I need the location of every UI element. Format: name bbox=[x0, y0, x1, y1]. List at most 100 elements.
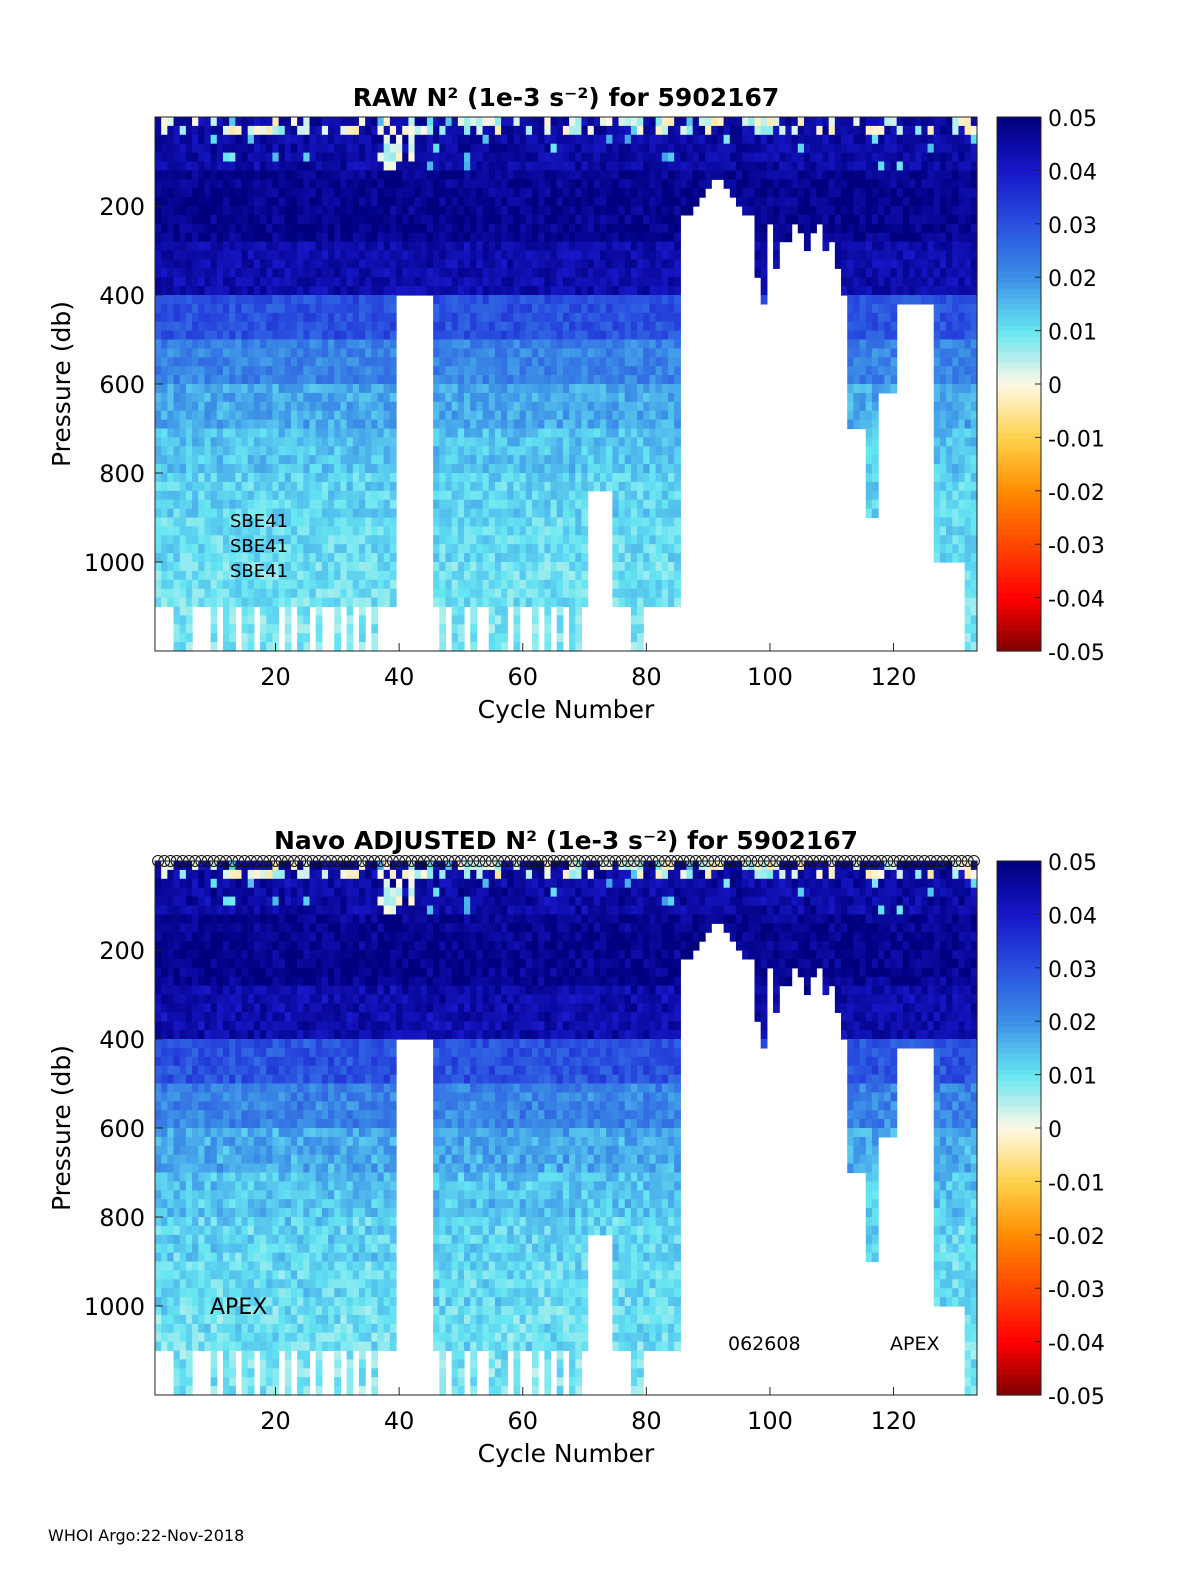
heatmap-cell bbox=[346, 490, 354, 501]
heatmap-cell bbox=[544, 410, 552, 421]
heatmap-cell bbox=[309, 188, 317, 198]
heatmap-cell bbox=[192, 437, 199, 447]
heatmap-cell bbox=[544, 206, 552, 216]
heatmap-cell bbox=[476, 232, 484, 243]
heatmap-cell bbox=[284, 446, 292, 456]
heatmap-cell bbox=[538, 277, 545, 287]
heatmap-cell bbox=[643, 464, 651, 474]
heatmap-cell bbox=[513, 624, 521, 634]
heatmap-cell bbox=[556, 206, 564, 216]
heatmap-cell bbox=[562, 214, 570, 225]
heatmap-cell bbox=[346, 152, 354, 163]
heatmap-cell bbox=[260, 188, 267, 198]
heatmap-cell bbox=[278, 286, 286, 296]
heatmap-cell bbox=[643, 419, 651, 430]
heatmap-cell bbox=[321, 392, 329, 403]
heatmap-cell bbox=[544, 481, 552, 492]
heatmap-cell bbox=[661, 197, 669, 207]
heatmap-cell bbox=[680, 188, 688, 198]
heatmap-cell bbox=[297, 517, 304, 527]
heatmap-cell bbox=[173, 277, 181, 287]
heatmap-cell bbox=[519, 250, 527, 260]
heatmap-cell bbox=[222, 206, 230, 216]
heatmap-cell bbox=[655, 170, 663, 180]
heatmap-cell bbox=[216, 179, 224, 189]
heatmap-cell bbox=[482, 134, 490, 145]
heatmap-cell bbox=[532, 286, 539, 296]
heatmap-cell bbox=[179, 642, 187, 652]
heatmap-cell bbox=[235, 232, 243, 243]
heatmap-cell bbox=[661, 588, 669, 599]
heatmap-cell bbox=[544, 446, 552, 456]
heatmap-cell bbox=[297, 286, 304, 296]
heatmap-cell bbox=[210, 339, 218, 349]
heatmap-cell bbox=[328, 410, 335, 421]
heatmap-cell bbox=[222, 366, 230, 376]
heatmap-cell bbox=[253, 214, 261, 225]
heatmap-cell bbox=[451, 633, 459, 643]
heatmap-cell bbox=[315, 330, 323, 341]
heatmap-cell bbox=[661, 473, 669, 483]
heatmap-cell bbox=[303, 197, 311, 207]
heatmap-cell bbox=[581, 143, 589, 154]
heatmap-cell bbox=[513, 330, 521, 341]
heatmap-cell bbox=[328, 535, 335, 545]
heatmap-cell bbox=[618, 481, 626, 492]
heatmap-cell bbox=[229, 312, 236, 323]
heatmap-cell bbox=[760, 241, 768, 252]
heatmap-cell bbox=[272, 588, 280, 599]
heatmap-cell bbox=[284, 570, 292, 581]
heatmap-cell bbox=[303, 481, 311, 492]
heatmap-cell bbox=[705, 143, 712, 154]
heatmap-cell bbox=[593, 330, 601, 341]
heatmap-cell bbox=[358, 437, 366, 447]
heatmap-cell bbox=[556, 597, 564, 608]
heatmap-cell bbox=[575, 597, 583, 608]
heatmap-cell bbox=[655, 446, 663, 456]
heatmap-cell bbox=[340, 117, 348, 127]
heatmap-cell bbox=[253, 286, 261, 296]
heatmap-cell bbox=[433, 206, 440, 216]
heatmap-cell bbox=[266, 321, 274, 332]
heatmap-cell bbox=[834, 143, 842, 154]
heatmap-cell bbox=[544, 597, 552, 608]
heatmap-cell bbox=[525, 170, 533, 180]
heatmap-cell bbox=[513, 526, 521, 536]
heatmap-cell bbox=[494, 544, 502, 554]
heatmap-cell bbox=[643, 286, 651, 296]
heatmap-cell bbox=[315, 615, 323, 625]
heatmap-cell bbox=[179, 223, 187, 234]
heatmap-cell bbox=[222, 588, 230, 599]
heatmap-cell bbox=[216, 401, 224, 412]
heatmap-cell bbox=[507, 161, 515, 171]
heatmap-cell bbox=[371, 277, 379, 287]
heatmap-cell bbox=[637, 490, 644, 501]
heatmap-cell bbox=[637, 579, 644, 590]
heatmap-cell bbox=[161, 597, 168, 608]
heatmap-cell bbox=[618, 170, 626, 180]
heatmap-cell bbox=[346, 125, 354, 136]
heatmap-cell bbox=[334, 570, 342, 581]
heatmap-cell bbox=[488, 481, 496, 492]
heatmap-cell bbox=[383, 134, 391, 145]
heatmap-cell bbox=[680, 179, 688, 189]
heatmap-cell bbox=[667, 464, 675, 474]
heatmap-cell bbox=[667, 481, 675, 492]
heatmap-cell bbox=[167, 268, 175, 278]
heatmap-cell bbox=[742, 125, 749, 136]
heatmap-cell bbox=[321, 526, 329, 536]
heatmap-cell bbox=[488, 570, 496, 581]
heatmap-cell bbox=[760, 232, 768, 243]
heatmap-cell bbox=[315, 544, 323, 554]
heatmap-cell bbox=[315, 410, 323, 421]
heatmap-cell bbox=[241, 214, 249, 225]
heatmap-cell bbox=[402, 134, 409, 145]
heatmap-cell bbox=[303, 303, 311, 314]
heatmap-cell bbox=[192, 410, 199, 421]
heatmap-cell bbox=[667, 366, 675, 376]
heatmap-cell bbox=[723, 152, 731, 163]
heatmap-cell bbox=[655, 437, 663, 447]
heatmap-cell bbox=[445, 401, 453, 412]
heatmap-cell bbox=[216, 526, 224, 536]
heatmap-cell bbox=[569, 303, 576, 314]
